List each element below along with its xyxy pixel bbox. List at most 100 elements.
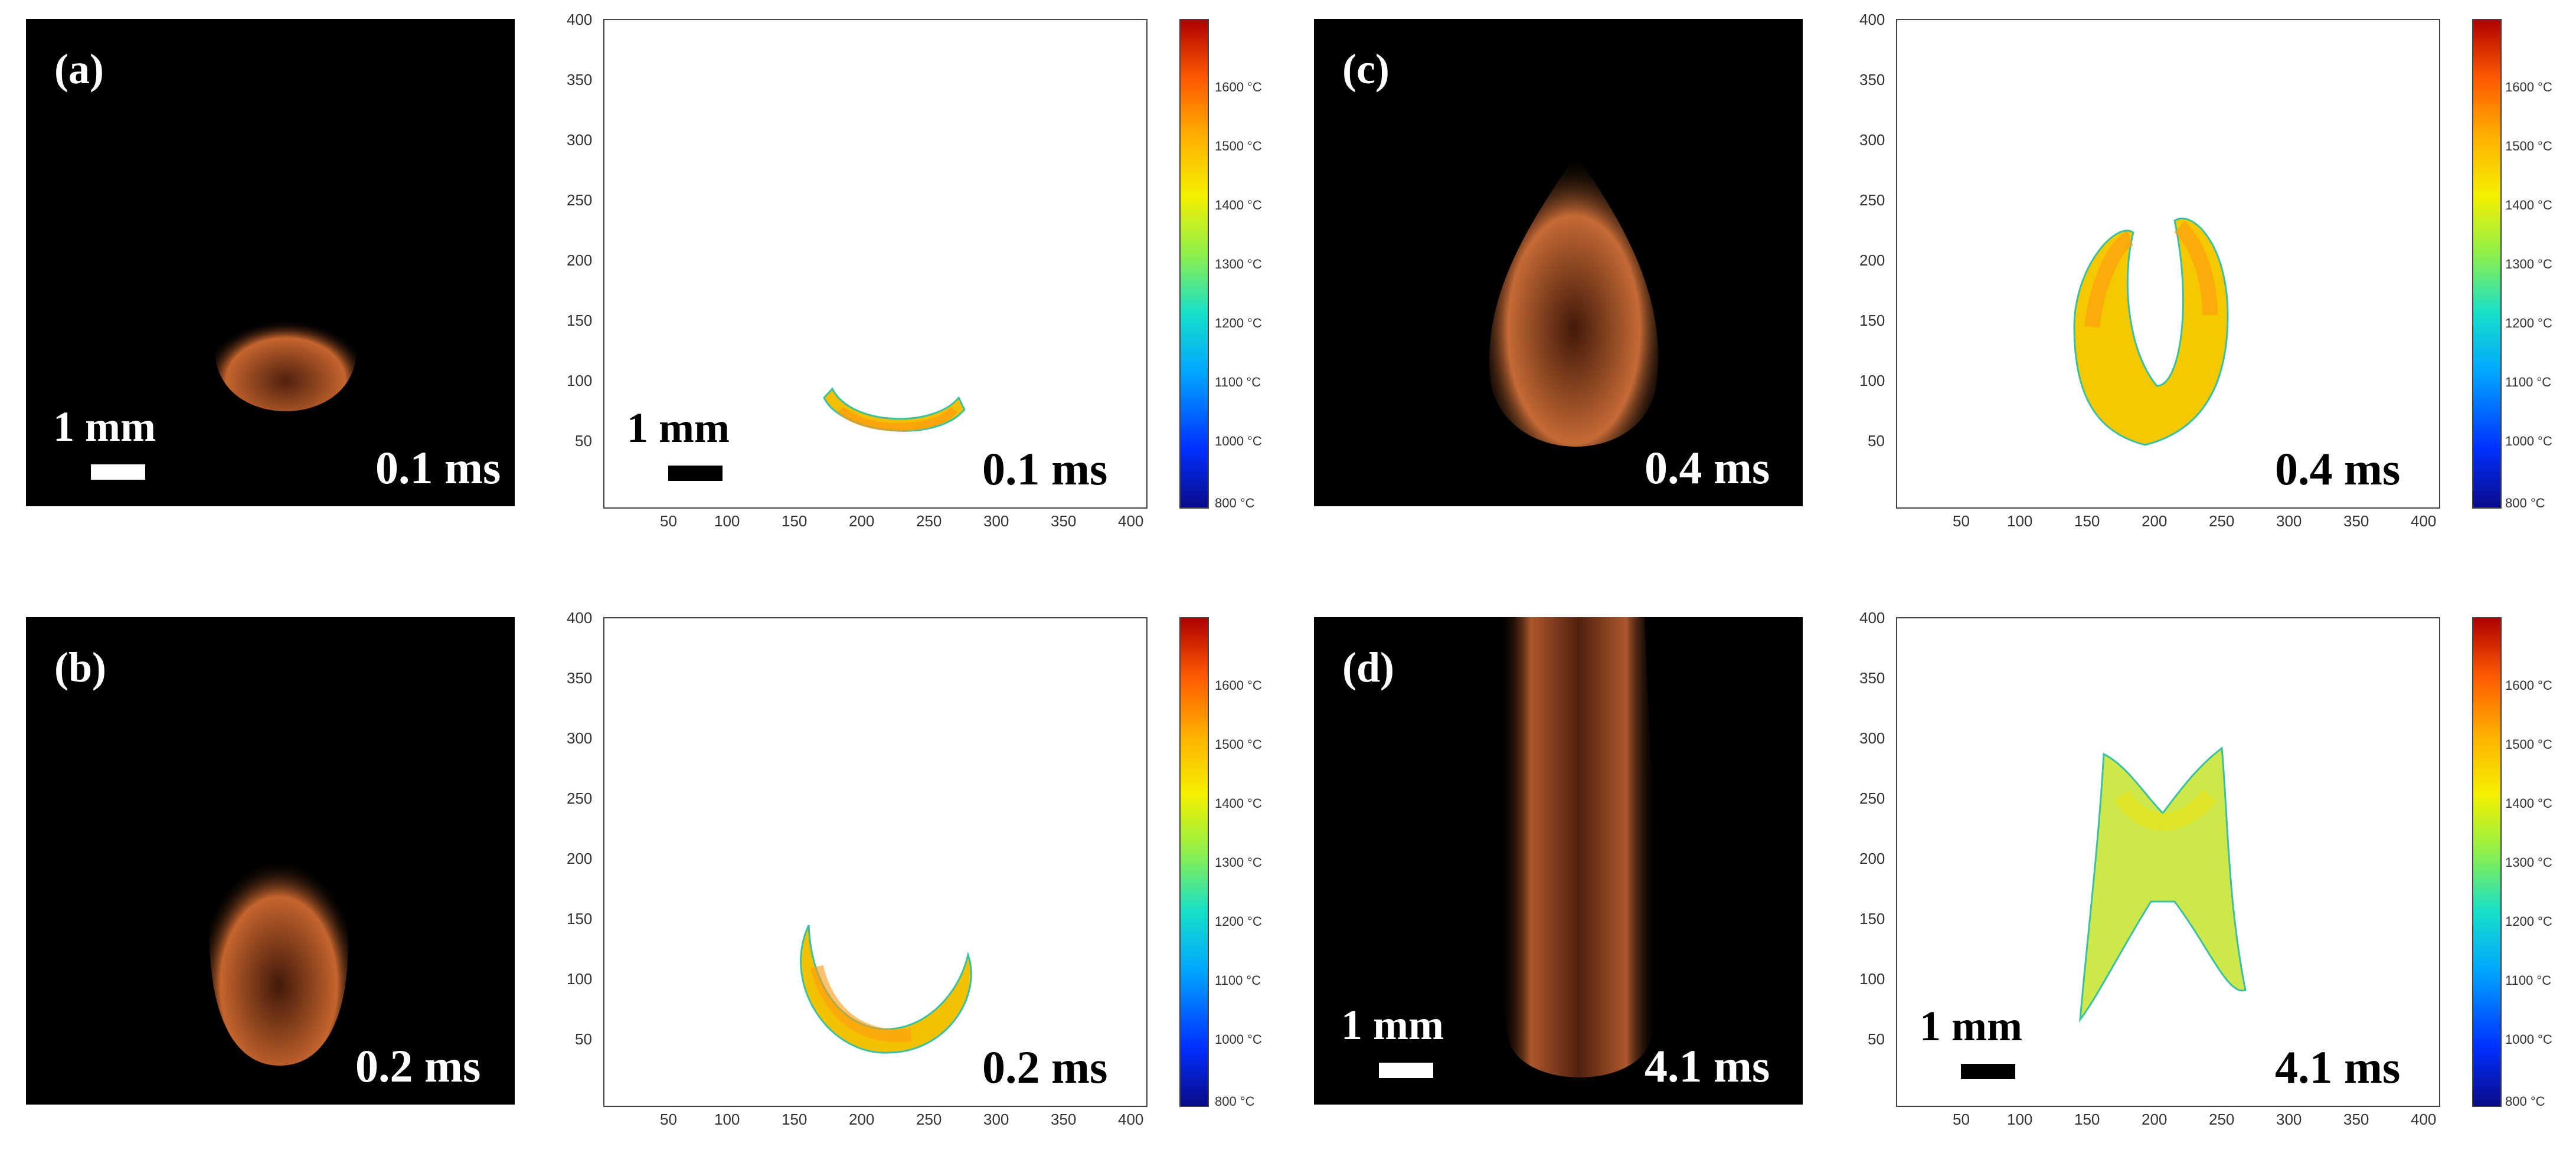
colorbar-tick: 1000 °C xyxy=(2505,434,2552,448)
x-tick: 350 xyxy=(1051,512,1077,530)
y-tick: 300 xyxy=(567,131,593,149)
x-tick: 50 xyxy=(660,1110,677,1128)
y-tick: 400 xyxy=(1859,11,1885,28)
colorbar-tick: 1000 °C xyxy=(1215,434,1262,448)
colorbar-tick: 1600 °C xyxy=(2505,678,2552,693)
map-plot-area-4: 1 mm 4.1 ms xyxy=(1896,617,2440,1107)
x-tick: 150 xyxy=(2074,512,2100,530)
x-tick: 100 xyxy=(714,1110,740,1128)
y-tick: 150 xyxy=(1859,910,1885,928)
y-tick: 100 xyxy=(1859,970,1885,988)
x-tick: 300 xyxy=(2276,512,2302,530)
colorbar-tick: 1100 °C xyxy=(1215,375,1261,389)
y-tick: 200 xyxy=(567,850,593,867)
y-tick: 250 xyxy=(567,789,593,807)
flame-photo-c: (c) 0.4 ms xyxy=(1314,19,1803,506)
x-tick: 350 xyxy=(1051,1110,1077,1128)
colorbar-4 xyxy=(2472,617,2502,1107)
y-tick: 50 xyxy=(575,432,592,450)
x-tick: 200 xyxy=(2142,1110,2168,1128)
x-tick: 100 xyxy=(2007,1110,2033,1128)
colorbar-tick: 1200 °C xyxy=(2505,316,2552,330)
scale-bar-a xyxy=(91,464,145,480)
y-tick: 300 xyxy=(1859,729,1885,747)
y-tick: 250 xyxy=(1859,191,1885,209)
colorbar-tick: 1300 °C xyxy=(2505,257,2552,271)
colorbar-tick: 1400 °C xyxy=(2505,796,2552,811)
scale-bar-label-a: 1 mm xyxy=(53,403,156,450)
y-tick: 150 xyxy=(567,312,593,329)
x-tick: 400 xyxy=(2411,512,2437,530)
y-tick: 50 xyxy=(1868,432,1885,450)
colorbar-tick: 800 °C xyxy=(1215,1094,1255,1109)
x-tick: 250 xyxy=(916,1110,942,1128)
scale-bar-label-d: 1 mm xyxy=(1341,1001,1444,1049)
y-tick: 200 xyxy=(1859,251,1885,269)
colorbar-tick: 800 °C xyxy=(2505,496,2545,510)
time-label-map-3: 0.4 ms xyxy=(2275,443,2401,494)
y-tick: 50 xyxy=(575,1030,592,1048)
x-tick: 350 xyxy=(2343,1110,2369,1128)
map-plot-area-2: 0.2 ms xyxy=(603,617,1148,1107)
colorbar-tick: 1500 °C xyxy=(1215,737,1262,752)
colorbar-2 xyxy=(1179,617,1209,1107)
colorbar-tick: 1400 °C xyxy=(2505,198,2552,212)
time-label-map-4: 4.1 ms xyxy=(2275,1041,2401,1093)
map-plot-area-3: 0.4 ms xyxy=(1896,19,2440,509)
colorbar-1 xyxy=(1179,19,1209,509)
scale-bar-label-map-4: 1 mm xyxy=(1920,1002,2022,1050)
flame-image-d xyxy=(1499,617,1658,1077)
colorbar-tick: 1100 °C xyxy=(2505,375,2552,389)
colorbar-tick: 1300 °C xyxy=(1215,257,1262,271)
scale-bar-map-4 xyxy=(1961,1064,2015,1079)
x-tick: 400 xyxy=(1118,512,1144,530)
time-label-map-1: 0.1 ms xyxy=(982,443,1108,494)
map-plot-area-1: 1 mm 0.1 ms xyxy=(603,19,1148,509)
x-tick: 50 xyxy=(660,512,677,530)
y-tick: 350 xyxy=(567,669,593,687)
x-tick: 200 xyxy=(2142,512,2168,530)
panel-label-d: (d) xyxy=(1342,644,1394,691)
time-label-c: 0.4 ms xyxy=(1645,442,1770,493)
scale-bar-d xyxy=(1379,1063,1433,1078)
x-tick: 150 xyxy=(2074,1110,2100,1128)
time-label-d: 4.1 ms xyxy=(1645,1040,1770,1092)
panel-label-a: (a) xyxy=(54,45,104,93)
x-tick: 50 xyxy=(1953,1110,1970,1128)
colorbar-tick: 1600 °C xyxy=(1215,80,1262,94)
y-tick: 100 xyxy=(1859,372,1885,389)
colorbar-tick: 1600 °C xyxy=(2505,80,2552,94)
colorbar-tick: 1100 °C xyxy=(2505,973,2552,988)
colorbar-tick: 1300 °C xyxy=(2505,855,2552,870)
y-tick: 150 xyxy=(567,910,593,928)
y-tick: 150 xyxy=(1859,312,1885,329)
flame-image-b xyxy=(209,854,348,1066)
colorbar-tick: 1200 °C xyxy=(1215,316,1262,330)
colorbar-tick: 1500 °C xyxy=(2505,737,2552,752)
temperature-region-3 xyxy=(2073,217,2229,446)
y-tick: 350 xyxy=(567,71,593,89)
colorbar-tick: 1500 °C xyxy=(2505,139,2552,153)
x-tick: 250 xyxy=(916,512,942,530)
colorbar-tick: 800 °C xyxy=(1215,496,1255,510)
scale-bar-map-1 xyxy=(668,466,723,481)
x-tick: 300 xyxy=(983,1110,1009,1128)
colorbar-tick: 800 °C xyxy=(2505,1094,2545,1109)
time-label-a: 0.1 ms xyxy=(375,442,501,493)
panel-label-b: (b) xyxy=(54,644,106,691)
colorbar-tick: 1000 °C xyxy=(2505,1032,2552,1047)
temperature-region-1 xyxy=(823,387,966,432)
x-tick: 150 xyxy=(782,1110,808,1128)
x-tick: 200 xyxy=(849,1110,875,1128)
flame-photo-a: (a) 1 mm 0.1 ms xyxy=(26,19,515,506)
flame-photo-b: (b) 0.2 ms xyxy=(26,617,515,1105)
y-tick: 350 xyxy=(1859,71,1885,89)
y-tick: 400 xyxy=(1859,609,1885,627)
colorbar-tick: 1200 °C xyxy=(2505,914,2552,929)
x-tick: 250 xyxy=(2209,1110,2235,1128)
colorbar-tick: 1600 °C xyxy=(1215,678,1262,693)
colorbar-tick: 1400 °C xyxy=(1215,198,1262,212)
colorbar-tick: 1500 °C xyxy=(1215,139,1262,153)
x-tick: 300 xyxy=(983,512,1009,530)
y-tick: 200 xyxy=(567,251,593,269)
